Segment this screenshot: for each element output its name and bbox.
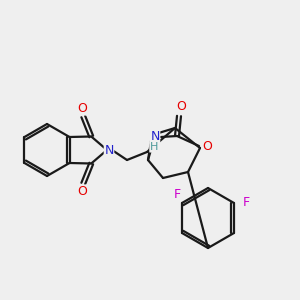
- Text: O: O: [202, 140, 212, 154]
- Text: F: F: [173, 188, 181, 200]
- Text: N: N: [104, 143, 114, 157]
- Text: H: H: [150, 142, 158, 152]
- Text: N: N: [150, 130, 160, 143]
- Text: O: O: [77, 102, 87, 115]
- Text: F: F: [242, 196, 250, 208]
- Text: O: O: [176, 100, 186, 113]
- Text: O: O: [77, 185, 87, 198]
